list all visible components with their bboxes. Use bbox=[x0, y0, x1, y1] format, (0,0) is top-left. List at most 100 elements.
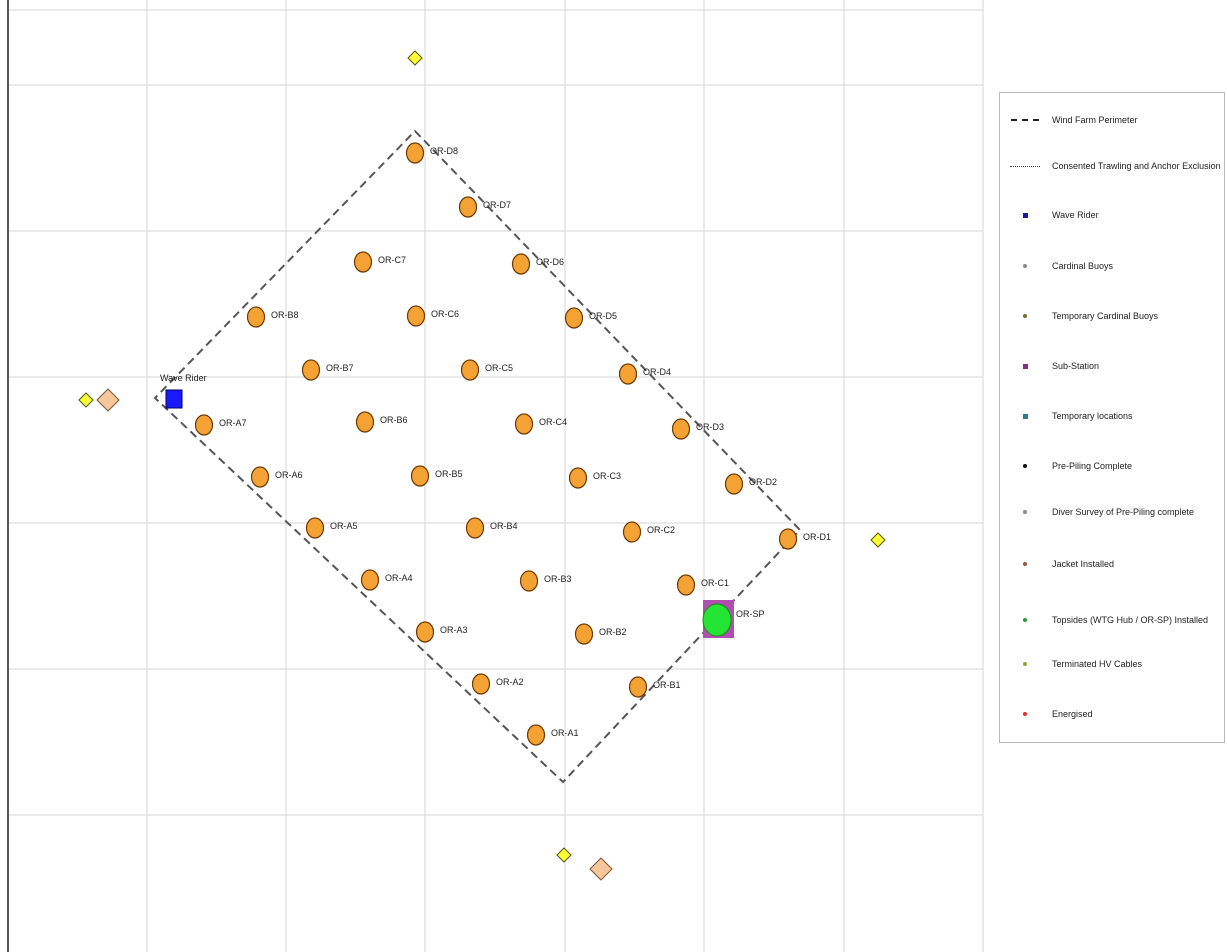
wave-rider-marker[interactable]: Wave Rider bbox=[160, 373, 207, 409]
turbine-marker[interactable]: OR-C4 bbox=[514, 413, 568, 435]
turbine-marker[interactable]: OR-B2 bbox=[574, 623, 627, 645]
turbine-label: OR-D3 bbox=[696, 422, 724, 432]
turbine-marker[interactable]: OR-A6 bbox=[250, 466, 303, 488]
turbine-label: OR-B3 bbox=[544, 574, 572, 584]
turbine-marker[interactable]: OR-D7 bbox=[458, 196, 512, 218]
legend-item-label: Sub-Station bbox=[1052, 361, 1100, 371]
legend-dot-icon bbox=[1010, 461, 1040, 471]
cardinal-buoy-icon[interactable] bbox=[870, 532, 886, 548]
turbine-label: OR-D7 bbox=[483, 200, 511, 210]
legend-dotted-line-icon bbox=[1010, 161, 1040, 171]
turbine-marker[interactable]: OR-A5 bbox=[305, 517, 358, 539]
legend-dot-icon bbox=[1010, 615, 1040, 625]
turbine-label: OR-C4 bbox=[539, 417, 567, 427]
turbine-marker[interactable]: OR-B1 bbox=[628, 676, 681, 698]
legend-item-label: Topsides (WTG Hub / OR-SP) Installed bbox=[1052, 615, 1209, 625]
cardinal-buoy-icon[interactable] bbox=[407, 50, 423, 66]
turbine-marker[interactable]: OR-B5 bbox=[410, 465, 463, 487]
turbine-icon bbox=[415, 621, 435, 643]
legend-item-label: Energised bbox=[1052, 709, 1093, 719]
turbine-label: OR-A3 bbox=[440, 625, 468, 635]
legend-item-label: Diver Survey of Pre-Piling complete bbox=[1052, 507, 1195, 517]
turbine-icon bbox=[526, 724, 546, 746]
turbine-marker[interactable]: OR-D2 bbox=[724, 473, 778, 495]
temporary-cardinal-buoy-icon[interactable] bbox=[589, 857, 613, 881]
turbine-marker[interactable]: OR-B8 bbox=[246, 306, 299, 328]
legend-item-label: Wind Farm Perimeter bbox=[1052, 115, 1138, 125]
turbine-icon bbox=[564, 307, 584, 329]
cardinal-buoy-icon[interactable] bbox=[556, 847, 572, 863]
turbine-marker[interactable]: OR-D6 bbox=[511, 253, 565, 275]
legend-item-label: Wave Rider bbox=[1052, 210, 1099, 220]
turbine-icon bbox=[628, 676, 648, 698]
legend-dot-icon bbox=[1010, 507, 1040, 517]
map-legend: Wind Farm Perimeter Consented Trawling an… bbox=[999, 92, 1225, 743]
turbine-label: OR-C2 bbox=[647, 525, 675, 535]
turbine-icon bbox=[511, 253, 531, 275]
turbine-marker[interactable]: OR-A7 bbox=[194, 414, 247, 436]
turbine-marker[interactable]: OR-D5 bbox=[564, 307, 618, 329]
legend-item-label: Jacket Installed bbox=[1052, 559, 1115, 569]
legend-dot-icon bbox=[1010, 659, 1040, 669]
turbine-marker[interactable]: OR-C5 bbox=[460, 359, 514, 381]
turbine-icon bbox=[778, 528, 798, 550]
legend-item-label: Pre-Piling Complete bbox=[1052, 461, 1133, 471]
turbine-marker[interactable]: OR-B6 bbox=[355, 411, 408, 433]
turbine-marker[interactable]: OR-A2 bbox=[471, 673, 524, 695]
turbine-icon bbox=[305, 517, 325, 539]
turbine-marker[interactable]: OR-B3 bbox=[519, 570, 572, 592]
temporary-cardinal-buoy-icon[interactable] bbox=[96, 388, 120, 412]
turbine-marker[interactable]: OR-D1 bbox=[778, 528, 832, 550]
turbine-label: OR-D5 bbox=[589, 311, 617, 321]
turbine-marker[interactable]: OR-B7 bbox=[301, 359, 354, 381]
turbine-layer: OR-D8 OR-D7 OR-C7 OR-D6 OR-B8 OR-C6 OR-D5 OR-B7… bbox=[194, 142, 832, 746]
legend-square-icon bbox=[1010, 210, 1040, 220]
turbine-marker[interactable]: OR-D3 bbox=[671, 418, 725, 440]
legend-item-label: Consented Trawling and Anchor Exclusion bbox=[1052, 161, 1221, 171]
turbine-icon bbox=[301, 359, 321, 381]
turbine-icon bbox=[458, 196, 478, 218]
turbine-icon bbox=[406, 305, 426, 327]
cardinal-buoy-icon[interactable] bbox=[78, 392, 94, 408]
legend-dot-icon bbox=[1010, 559, 1040, 569]
turbine-icon bbox=[671, 418, 691, 440]
turbine-label: OR-B4 bbox=[490, 521, 518, 531]
turbine-marker[interactable]: OR-A1 bbox=[526, 724, 579, 746]
turbine-marker[interactable]: OR-B4 bbox=[465, 517, 518, 539]
turbine-icon bbox=[514, 413, 534, 435]
turbine-label: OR-C7 bbox=[378, 255, 406, 265]
turbine-marker[interactable]: OR-A4 bbox=[360, 569, 413, 591]
legend-item-label: Cardinal Buoys bbox=[1052, 261, 1114, 271]
turbine-marker[interactable]: OR-D4 bbox=[618, 363, 672, 385]
turbine-marker[interactable]: OR-C2 bbox=[622, 521, 676, 543]
turbine-label: OR-D8 bbox=[430, 146, 458, 156]
turbine-marker[interactable]: OR-C6 bbox=[406, 305, 460, 327]
turbine-icon bbox=[676, 574, 696, 596]
wave-rider-icon bbox=[165, 389, 183, 409]
turbine-label: OR-D2 bbox=[749, 477, 777, 487]
legend-item-label: Temporary Cardinal Buoys bbox=[1052, 311, 1159, 321]
turbine-icon bbox=[618, 363, 638, 385]
turbine-marker[interactable]: OR-D8 bbox=[405, 142, 459, 164]
turbine-marker[interactable]: OR-A3 bbox=[415, 621, 468, 643]
turbine-icon bbox=[355, 411, 375, 433]
turbine-label: OR-C6 bbox=[431, 309, 459, 319]
turbine-icon bbox=[471, 673, 491, 695]
legend-item-label: Terminated HV Cables bbox=[1052, 659, 1143, 669]
turbine-label: OR-B6 bbox=[380, 415, 408, 425]
turbine-icon bbox=[568, 467, 588, 489]
turbine-icon bbox=[465, 517, 485, 539]
turbine-icon bbox=[353, 251, 373, 273]
turbine-icon bbox=[246, 306, 266, 328]
turbine-label: OR-A6 bbox=[275, 470, 303, 480]
legend-item-label: Temporary locations bbox=[1052, 411, 1133, 421]
turbine-label: OR-B8 bbox=[271, 310, 299, 320]
turbine-marker[interactable]: OR-C1 bbox=[676, 574, 730, 596]
turbine-label: OR-B7 bbox=[326, 363, 354, 373]
substation-marker[interactable]: OR-SP bbox=[702, 600, 765, 638]
turbine-icon bbox=[250, 466, 270, 488]
turbine-marker[interactable]: OR-C7 bbox=[353, 251, 407, 273]
turbine-icon bbox=[410, 465, 430, 487]
turbine-marker[interactable]: OR-C3 bbox=[568, 467, 622, 489]
